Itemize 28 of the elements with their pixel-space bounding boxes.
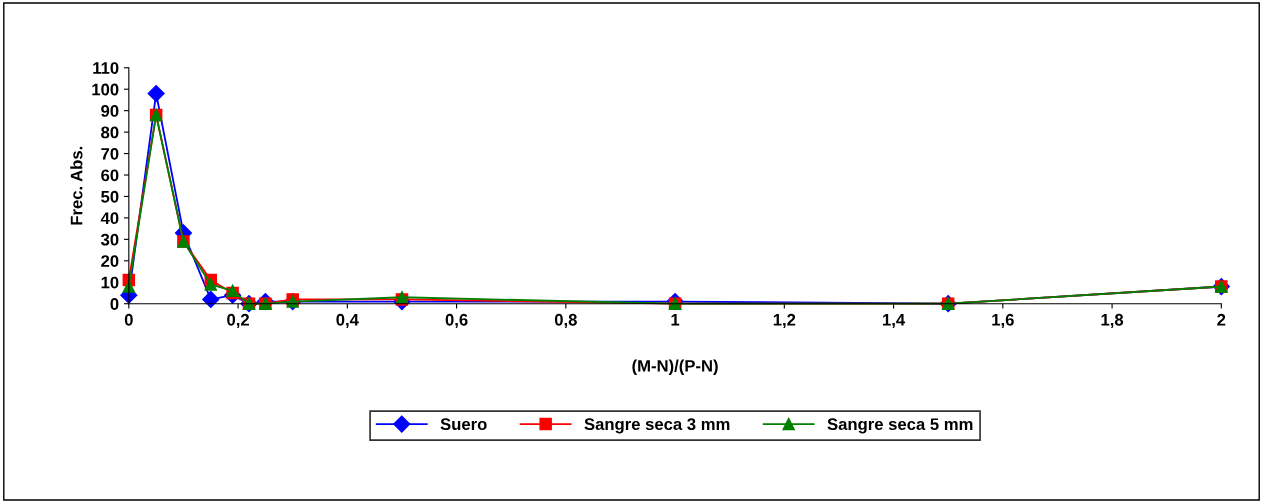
y-tick-label: 20: [101, 255, 119, 268]
x-tick-label: 1,6: [992, 313, 1014, 329]
y-tick-label: 30: [100, 233, 119, 246]
x-tick-label: 2: [1217, 313, 1226, 326]
x-tick-label: 0,4: [336, 313, 359, 329]
y-tick-label: 10: [101, 276, 119, 289]
x-tick-label: 0,6: [445, 313, 468, 329]
y-tick-label: 50: [101, 190, 119, 203]
x-tick-label: 1,2: [773, 313, 796, 329]
x-tick-label: 1,4: [883, 314, 906, 329]
x-tick-label: 0,2: [227, 313, 249, 329]
x-tick-label: 1,8: [1101, 313, 1124, 329]
legend-label: Sangre seca 3 mm: [584, 418, 730, 434]
y-tick-label: 0: [110, 298, 119, 310]
y-tick-label: 100: [92, 83, 119, 96]
legend-label: Suero: [440, 418, 487, 431]
y-tick-label: 40: [100, 212, 119, 225]
y-tick-label: 70: [101, 147, 119, 160]
y-tick-label: 60: [101, 169, 119, 182]
x-tick-label: 1: [671, 314, 680, 326]
legend-label: Sangre seca 5 mm: [827, 418, 973, 434]
x-tick-label: 0: [124, 313, 133, 326]
y-tick-label: 110: [93, 62, 119, 74]
x-tick-label: 0,8: [554, 313, 577, 329]
x-axis-title: (M-N)/(P-N): [632, 359, 718, 376]
y-axis-title: Frec. Abs.: [70, 146, 83, 225]
y-tick-label: 80: [101, 126, 119, 139]
y-tick-label: 90: [101, 105, 119, 117]
